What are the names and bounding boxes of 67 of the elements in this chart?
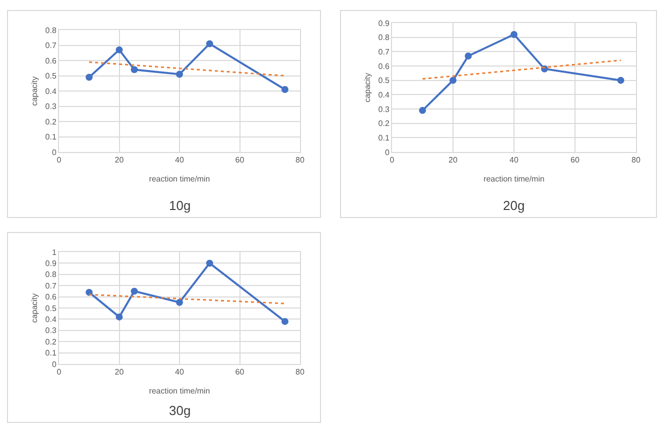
y-tick-label: 0.9 [378, 18, 390, 28]
y-tick-label: 0.4 [45, 315, 57, 324]
y-tick-label: 0.5 [45, 72, 57, 81]
x-tick-label: 80 [296, 368, 305, 377]
y-tick-label: 0.1 [378, 133, 390, 142]
x-axis-title: reaction time/min [484, 174, 544, 184]
point [130, 288, 138, 295]
x-tick-label: 60 [570, 156, 580, 165]
x-tick-label: 40 [175, 368, 184, 377]
y-tick-label: 0 [384, 148, 390, 157]
y-tick-label: 0.7 [45, 281, 57, 290]
y-tick-label: 0.8 [45, 26, 57, 35]
y-tick-label: 0.6 [45, 56, 57, 66]
y-tick-label: 0.6 [378, 62, 390, 71]
y-axis-title: capacity [362, 72, 372, 102]
x-axis-title: reaction time/min [149, 386, 210, 396]
y-tick-label: 0.4 [45, 86, 57, 96]
y-tick-label: 0.5 [45, 304, 57, 313]
point [281, 318, 288, 325]
point [116, 313, 123, 320]
y-tick-label: 0.3 [378, 104, 390, 114]
x-axis-title: reaction time/min [149, 174, 210, 184]
text: 10g [169, 198, 191, 213]
y-tick-label: 1 [52, 248, 57, 257]
y-tick-label: 0.2 [378, 119, 390, 128]
point [86, 74, 93, 81]
x-tick-label: 60 [235, 156, 245, 165]
y-tick-label: 0.2 [45, 337, 57, 346]
y-tick-label: 0.9 [45, 259, 57, 268]
point [116, 46, 123, 54]
point [176, 70, 183, 78]
y-tick-label: 0.4 [378, 90, 390, 100]
x-tick-label: 60 [235, 368, 245, 377]
y-tick-label: 0.5 [378, 76, 390, 86]
text: 30g [169, 403, 191, 418]
y-tick-label: 0.3 [45, 326, 57, 336]
point [464, 52, 472, 60]
x-tick-label: 20 [114, 156, 124, 165]
point [130, 66, 138, 74]
point [419, 106, 426, 114]
point [510, 30, 518, 38]
x-tick-label: 20 [448, 156, 458, 165]
y-tick-label: 0 [52, 360, 57, 369]
y-axis-title: capacity [30, 293, 39, 323]
text: 20g [503, 198, 525, 213]
x-tick-label: 80 [632, 156, 641, 165]
y-tick-label: 0.1 [45, 132, 57, 142]
point [617, 76, 624, 84]
point [281, 86, 288, 93]
y-tick-label: 0.7 [378, 47, 390, 56]
x-tick-label: 40 [175, 156, 184, 165]
y-tick-label: 0.2 [45, 117, 57, 126]
point [450, 76, 456, 84]
x-tick-label: 40 [510, 156, 519, 165]
y-tick-label: 0.8 [45, 270, 57, 280]
point [206, 40, 214, 48]
y-tick-label: 0.3 [45, 102, 57, 112]
y-tick-label: 0.8 [378, 33, 390, 42]
point [176, 298, 183, 306]
y-tick-label: 0.6 [45, 292, 57, 302]
y-tick-label: 0.7 [45, 41, 57, 50]
x-tick-label: 20 [114, 368, 124, 377]
point [206, 260, 214, 267]
y-tick-label: 0.1 [45, 348, 57, 358]
y-tick-label: 0 [52, 148, 57, 157]
y-axis-title: capacity [30, 76, 39, 106]
x-tick-label: 80 [296, 156, 305, 165]
